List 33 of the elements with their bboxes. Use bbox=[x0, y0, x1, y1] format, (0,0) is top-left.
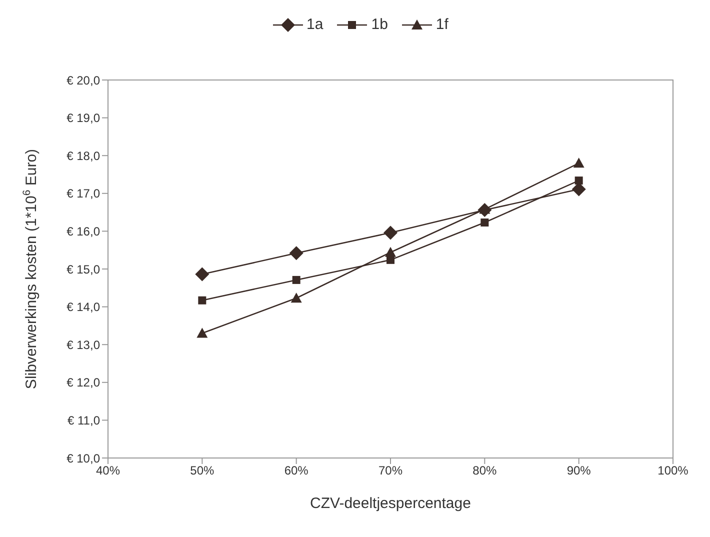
y-tick-label: € 19,0 bbox=[66, 111, 100, 126]
point bbox=[574, 176, 583, 185]
x-tick-label: 50% bbox=[190, 464, 214, 478]
point bbox=[195, 267, 210, 282]
y-tick-label: € 18,0 bbox=[66, 148, 100, 163]
point bbox=[573, 158, 584, 168]
y-tick-label: € 17,0 bbox=[66, 186, 100, 201]
point bbox=[385, 246, 396, 257]
legend-label: 1b bbox=[371, 16, 388, 33]
x-tick-label: 70% bbox=[378, 464, 403, 478]
point bbox=[480, 218, 489, 227]
x-tick-label: 100% bbox=[658, 464, 689, 478]
y-tick-label: € 20,0 bbox=[66, 73, 100, 88]
y-tick-label: € 15,0 bbox=[66, 262, 100, 276]
point bbox=[198, 296, 206, 304]
point bbox=[289, 246, 304, 260]
point bbox=[196, 328, 208, 338]
y-tick-label: € 13,0 bbox=[66, 338, 100, 352]
x-tick-label: 60% bbox=[284, 464, 309, 478]
x-tick-label: 40% bbox=[96, 464, 120, 478]
y-tick-label: € 10,0 bbox=[66, 451, 100, 466]
x-axis-title: CZV-deeltjespercentage bbox=[310, 495, 471, 512]
legend-label: 1f bbox=[436, 16, 448, 33]
point bbox=[384, 226, 398, 240]
point bbox=[290, 292, 302, 303]
legend-label: 1a bbox=[306, 16, 324, 33]
y-tick-label: € 11,0 bbox=[68, 413, 100, 428]
x-tick-label: 80% bbox=[472, 464, 497, 478]
y-tick-label: € 14,0 bbox=[66, 300, 100, 314]
point bbox=[292, 276, 300, 284]
y-tick-label: € 16,0 bbox=[66, 224, 100, 238]
x-tick-label: 90% bbox=[566, 464, 592, 478]
y-tick-label: € 12,0 bbox=[66, 376, 100, 390]
